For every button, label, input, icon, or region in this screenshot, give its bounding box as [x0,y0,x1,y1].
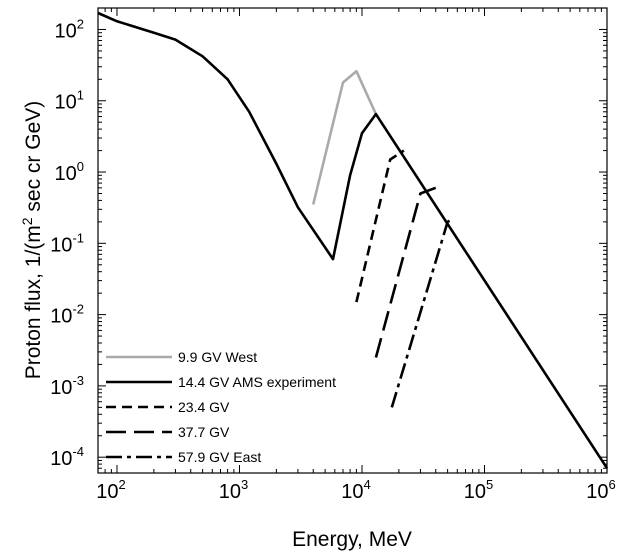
x-tick-label: 106 [586,477,615,503]
x-tick-label: 105 [464,477,493,503]
x-tick-label-base: 10 [96,481,118,503]
axis-ticks [97,7,608,474]
y-tick-label-base: 10 [50,448,72,470]
y-tick-label-exponent: -1 [72,230,84,245]
x-tick-label: 104 [341,477,370,503]
y-tick-label-base: 10 [50,234,72,256]
y-tick-label: 10-2 [50,302,84,328]
x-tick-label-exponent: 3 [241,477,248,492]
series-line-5 [390,217,454,408]
y-tick-label: 100 [55,159,84,185]
y-axis-title-main: Proton flux, 1/(m [22,225,45,379]
legend-label: 14.4 GV AMS experiment [178,374,336,390]
x-tick-label: 103 [219,477,248,503]
y-tick-label-exponent: -2 [72,302,84,317]
y-tick-label-base: 10 [55,92,77,114]
y-tick-label: 10-4 [50,444,84,470]
y-tick-label: 102 [55,16,84,42]
y-tick-label: 10-1 [50,230,84,256]
legend-label: 57.9 GV East [178,449,261,465]
x-tick-label-exponent: 2 [118,477,125,492]
x-tick-label-base: 10 [586,481,608,503]
y-axis-title-rest: sec cr GeV) [22,101,45,218]
legend-label: 37.7 GV [178,424,230,440]
y-tick-label-base: 10 [50,377,72,399]
x-tick-label-base: 10 [341,481,363,503]
y-tick-label-exponent: -4 [72,444,84,459]
y-tick-label-exponent: 1 [77,88,84,103]
y-tick-label-base: 10 [50,306,72,328]
y-tick-label-exponent: -3 [72,373,84,388]
y-axis-title: Proton flux, 1/(m2 sec cr GeV) [19,101,45,380]
series-line-3 [355,149,405,303]
y-tick-label: 10-3 [50,373,84,399]
series-line-1 [311,69,378,205]
series-line-2 [97,11,609,469]
y-axis-title-superscript: 2 [19,217,35,225]
x-tick-label-base: 10 [219,481,241,503]
legend-label: 9.9 GV West [178,349,257,365]
y-tick-label-exponent: 2 [77,16,84,31]
series-lines [97,11,609,469]
x-tick-label-base: 10 [464,481,486,503]
y-tick-label: 101 [55,88,84,114]
x-axis-title: Energy, MeV [292,528,412,551]
y-tick-label-base: 10 [55,20,77,42]
x-tick-label-exponent: 4 [363,477,370,492]
legend-label: 23.4 GV [178,399,230,415]
legend: 9.9 GV West 14.4 GV AMS experiment 23.4 GV… [106,349,336,465]
y-tick-label-exponent: 0 [77,159,84,174]
x-tick-label-exponent: 6 [609,477,616,492]
plot-frame [97,7,608,474]
series-line-4 [374,186,437,358]
x-tick-label-exponent: 5 [486,477,493,492]
y-tick-label-base: 10 [55,163,77,185]
x-tick-label: 102 [96,477,125,503]
